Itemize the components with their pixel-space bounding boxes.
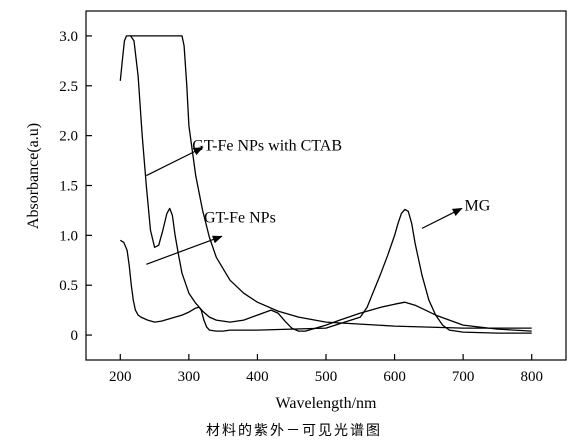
annotation-arrow bbox=[146, 147, 204, 177]
x-tick-label: 400 bbox=[246, 369, 269, 385]
x-axis: 200 300 400 500 600 700 800 bbox=[109, 354, 543, 385]
figure-caption: 材料的紫外－可见光谱图 bbox=[206, 423, 382, 439]
y-tick-label: 1.5 bbox=[59, 179, 78, 195]
y-axis: 0 0.5 1.0 1.5 2.0 2.5 3.0 bbox=[59, 29, 92, 344]
x-tick-label: 700 bbox=[452, 369, 475, 385]
series-label: GT-Fe NPs with CTAB bbox=[192, 138, 342, 155]
series-line-1 bbox=[130, 35, 532, 332]
x-tick-label: 200 bbox=[109, 369, 132, 385]
plot-frame bbox=[85, 10, 567, 361]
y-axis-label: Absorbance(a.u) bbox=[25, 123, 42, 229]
x-tick-label: 500 bbox=[315, 369, 338, 385]
x-tick-label: 300 bbox=[178, 369, 201, 385]
annotation-layer: GT-Fe NPs with CTAB GT-Fe NPs MG bbox=[146, 138, 491, 265]
y-tick-label: 2.0 bbox=[59, 129, 78, 145]
annotation-arrow bbox=[146, 235, 223, 265]
annotation-arrow bbox=[421, 207, 463, 229]
y-tick-label: 3.0 bbox=[59, 29, 78, 45]
y-tick-label: 0 bbox=[71, 328, 79, 344]
series-line-0 bbox=[119, 35, 532, 329]
series-label: MG bbox=[465, 197, 491, 214]
y-tick-label: 0.5 bbox=[59, 278, 78, 294]
y-tick-label: 1.0 bbox=[59, 228, 78, 244]
absorbance-chart: 200 300 400 500 600 700 800 0 0.5 1.0 1.5 2.0 2.5 3.… bbox=[25, 10, 567, 412]
series-line-2 bbox=[119, 208, 532, 334]
x-tick-label: 600 bbox=[383, 369, 406, 385]
series-label: GT-Fe NPs bbox=[204, 209, 276, 226]
y-tick-label: 2.5 bbox=[59, 79, 78, 95]
series-layer bbox=[119, 35, 532, 334]
x-tick-label: 800 bbox=[520, 369, 543, 385]
x-axis-label: Wavelength/nm bbox=[276, 395, 377, 412]
